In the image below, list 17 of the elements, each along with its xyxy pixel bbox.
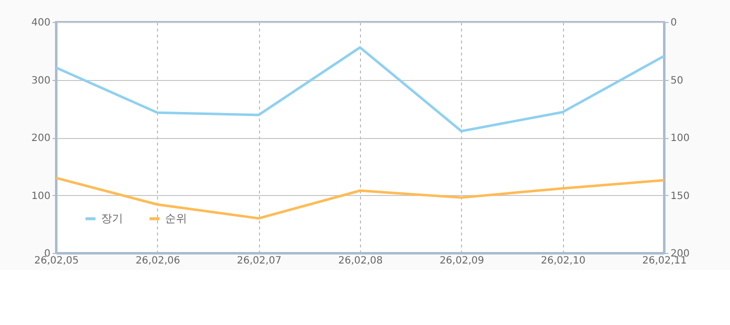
y2-tick-label: 50 [670, 75, 684, 86]
x-tick-label: 26,02,08 [338, 256, 383, 266]
y2-tick-label: 0 [670, 18, 677, 28]
x-tick-label: 26,02,09 [440, 256, 484, 266]
y2-tick-label: 100 [670, 133, 690, 144]
legend-label: 장기 [101, 212, 123, 225]
y-tick-label: 100 [31, 190, 50, 202]
x-tick-label: 26,02,06 [136, 256, 180, 266]
legend-label: 순위 [165, 212, 187, 225]
y2-tick-label: 150 [670, 190, 690, 202]
x-tick-label: 26,02,11 [642, 256, 687, 266]
y-tick-label: 400 [31, 18, 50, 28]
line-series [54, 46, 666, 132]
x-tick-label: 26,02,10 [540, 256, 586, 266]
x-tick-label: 26,02,07 [236, 256, 282, 266]
y-tick-label: 300 [31, 75, 50, 86]
y-tick-label: 200 [31, 133, 50, 144]
